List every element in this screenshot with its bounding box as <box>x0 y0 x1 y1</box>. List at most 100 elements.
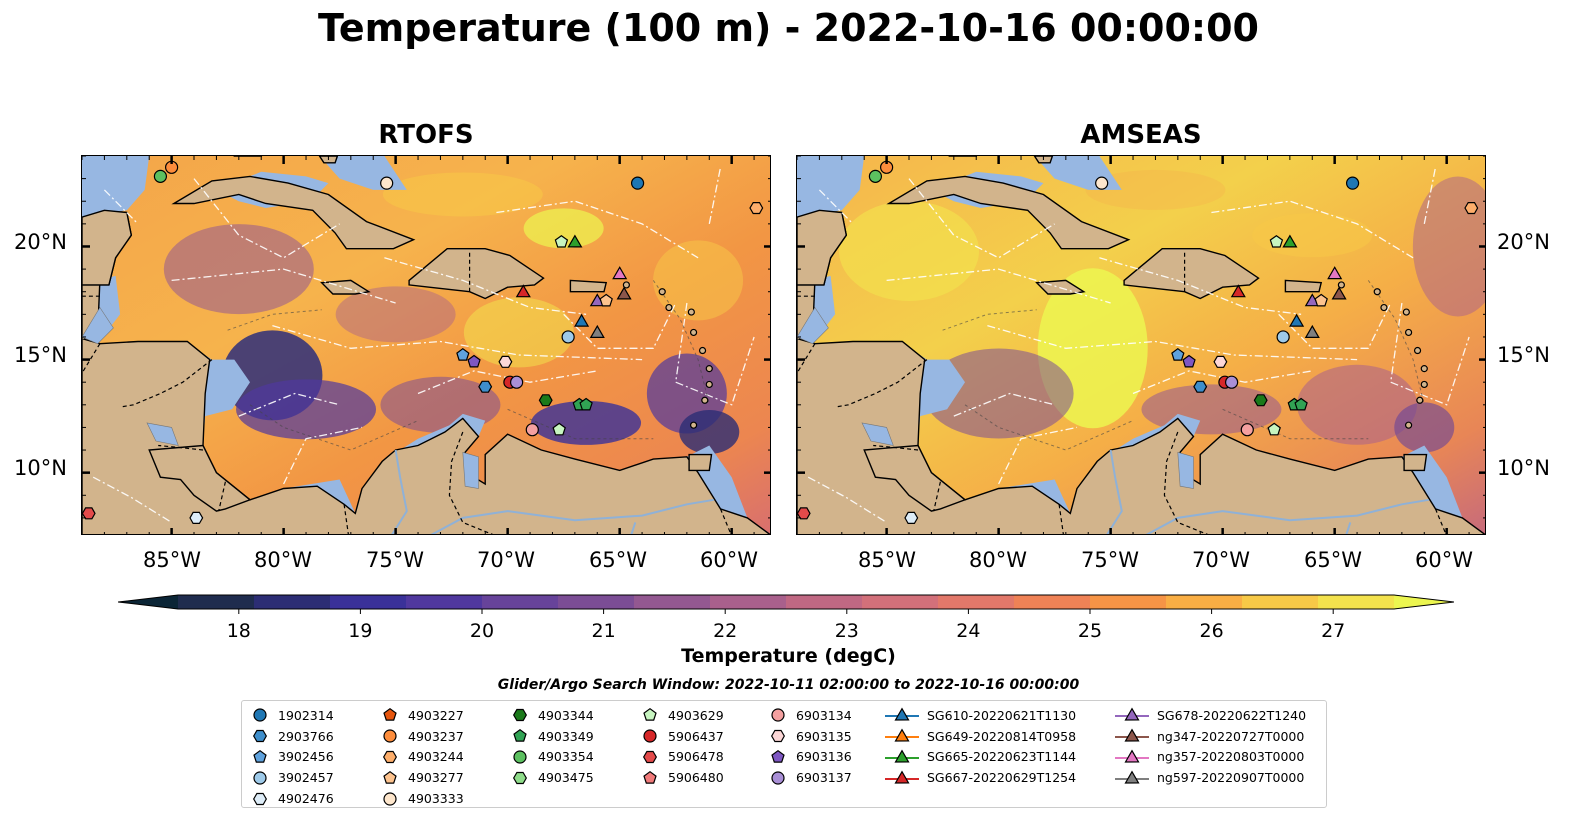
eez-boundary <box>674 302 755 406</box>
island <box>1404 421 1413 429</box>
legend-item: 5906437 <box>640 726 724 747</box>
legend-item: 5906478 <box>640 747 724 768</box>
panel-title-amseas: AMSEAS <box>1080 120 1202 150</box>
legend-item: 4903349 <box>510 726 594 747</box>
observation-marker <box>868 169 883 183</box>
circle-marker-icon <box>771 771 785 785</box>
island <box>689 328 698 337</box>
colorbar-swatch <box>558 595 635 609</box>
eez-boundary <box>417 370 598 395</box>
legend-item: SG667-20220629T1254 <box>885 767 1076 788</box>
legend-label: SG610-20220621T1130 <box>927 707 1077 723</box>
triangle-marker-icon <box>885 707 919 721</box>
legend-item: SG610-20220621T1130 <box>885 705 1076 726</box>
eez-boundary <box>1389 302 1470 406</box>
eez-boundary <box>1132 370 1313 395</box>
land-area <box>797 279 1485 534</box>
legend-label: ng347-20220727T0000 <box>1157 728 1305 744</box>
colorbar-tick-label: 26 <box>1199 620 1224 642</box>
legend-label: 3902457 <box>278 770 334 786</box>
island <box>1416 396 1424 404</box>
land-area <box>148 444 252 512</box>
legend-item: 3902457 <box>250 767 334 788</box>
legend-label: 6903135 <box>796 728 852 744</box>
island <box>622 281 630 289</box>
legend-column: SG610-20220621T1130 SG649-20220814T0958 SG… <box>885 705 1076 788</box>
legend-item: 3902456 <box>250 747 334 768</box>
gulf-of-mexico <box>797 156 865 218</box>
country-border <box>834 359 928 408</box>
shallow-water <box>283 479 356 514</box>
observation-marker <box>1327 266 1343 280</box>
legend-item: ng597-20220907T0000 <box>1115 767 1306 788</box>
legend-label: SG649-20220814T0958 <box>927 728 1077 744</box>
bathymetry-contour <box>1367 280 1425 405</box>
colorbar-swatch <box>786 595 863 609</box>
legend-label: 4903237 <box>408 728 464 744</box>
eez-boundary <box>238 392 340 417</box>
temperature-anomaly-patch <box>679 409 740 454</box>
observation-marker <box>525 423 539 437</box>
legend-label: 2903766 <box>278 728 334 744</box>
lon-label-80w-right: 80°W <box>969 548 1027 572</box>
eez-boundary <box>953 392 1055 417</box>
observation-marker <box>1314 293 1328 307</box>
observation-marker <box>589 324 605 338</box>
circle-marker-icon <box>513 750 527 764</box>
triangle-marker-icon <box>1115 707 1149 721</box>
yucatan-land <box>797 209 848 286</box>
circle-marker-icon <box>643 729 657 743</box>
observation-marker <box>1304 324 1320 338</box>
figure-title: Temperature (100 m) - 2022-10-16 00:00:0… <box>317 6 1259 50</box>
observation-marker <box>797 507 811 520</box>
legend-column: 1902314 2903766 3902456 3902457 4902476 <box>250 705 334 809</box>
legend-label: SG667-20220629T1254 <box>927 770 1077 786</box>
observation-marker <box>599 293 613 307</box>
observation-marker <box>616 286 632 300</box>
land-area <box>1284 279 1323 293</box>
observation-marker <box>1230 284 1246 298</box>
observation-marker <box>1294 397 1308 411</box>
eez-boundary <box>1423 167 1437 225</box>
legend-label: 6903134 <box>796 707 852 723</box>
shallow-water <box>998 479 1071 514</box>
bathymetry-contour <box>942 309 1037 331</box>
triangle-marker-icon <box>885 749 919 763</box>
observation-marker <box>1464 201 1479 215</box>
legend-label: 4903475 <box>538 770 594 786</box>
legend-item: 2903766 <box>250 726 334 747</box>
island <box>705 380 713 389</box>
observation-marker <box>1267 422 1281 436</box>
land-area <box>408 247 545 300</box>
land-area <box>171 175 416 250</box>
hexagon-marker-icon <box>513 709 527 722</box>
eez-boundary <box>563 302 677 349</box>
legend-item: 4903277 <box>380 767 464 788</box>
colorbar-swatch <box>862 595 939 609</box>
island <box>1404 328 1413 337</box>
colorbar <box>117 590 1455 620</box>
circle-marker-icon <box>771 708 785 722</box>
eez-boundary <box>886 268 1111 304</box>
observation-marker <box>515 284 531 298</box>
observation-marker <box>380 176 394 190</box>
temperature-anomaly-patch <box>1297 364 1418 445</box>
legend-item: 6903136 <box>768 747 852 768</box>
colorbar-swatch <box>1090 595 1167 609</box>
land-area <box>569 279 608 293</box>
triangle-marker-icon <box>1115 749 1149 763</box>
colorbar-tick-label: 18 <box>226 620 251 642</box>
temperature-anomaly-patch <box>923 348 1074 439</box>
island <box>687 308 695 316</box>
river <box>391 449 408 534</box>
lake <box>82 306 114 345</box>
colorbar-tick-label: 24 <box>956 620 981 642</box>
country-border <box>448 431 494 534</box>
temperature-anomaly-patch <box>463 297 574 368</box>
colorbar-tick-label: 20 <box>469 620 495 642</box>
eez-boundary <box>908 178 1055 259</box>
river <box>630 522 637 534</box>
legend-label: 1902314 <box>278 707 334 723</box>
country-border <box>797 343 816 374</box>
hexagon-marker-icon <box>253 730 267 743</box>
